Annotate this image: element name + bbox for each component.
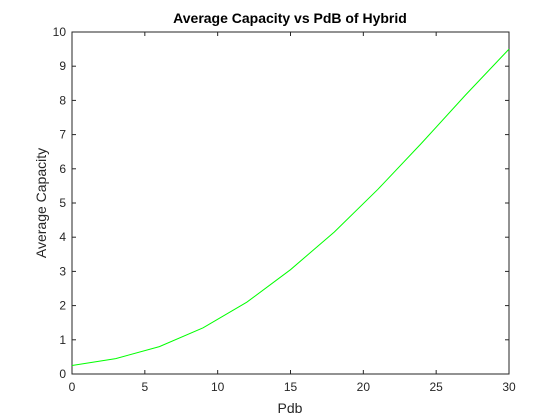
x-tick-label: 25 (429, 380, 443, 394)
x-tick-label: 10 (211, 380, 225, 394)
x-tick-label: 20 (357, 380, 371, 394)
series-line-0 (71, 48, 510, 366)
y-tick-label: 0 (59, 367, 66, 381)
y-tick-label: 8 (59, 93, 66, 107)
x-tick-label: 15 (284, 380, 298, 394)
plot-area (71, 31, 510, 375)
axis-ticks: 0 5 10 15 20 25 30 0 1 2 3 4 5 6 7 8 9 10 (53, 25, 516, 394)
y-axis-label: Average Capacity (33, 148, 49, 258)
y-tick-label: 7 (59, 128, 66, 142)
y-tick-label: 3 (59, 264, 66, 278)
y-tick-label: 1 (59, 333, 66, 347)
y-tick-label: 5 (59, 196, 66, 210)
y-tick-label: 2 (59, 299, 66, 313)
chart-title: Average Capacity vs PdB of Hybrid (173, 10, 407, 26)
y-tick-label: 9 (59, 59, 66, 73)
x-tick-label: 0 (69, 380, 76, 394)
y-tick-label: 6 (59, 162, 66, 176)
y-tick-label: 4 (59, 230, 66, 244)
x-tick-label: 5 (141, 380, 148, 394)
x-tick-label: 30 (502, 380, 516, 394)
series-layer (71, 48, 510, 366)
y-tick-label: 10 (53, 25, 67, 39)
x-axis-label: Pdb (278, 400, 303, 416)
